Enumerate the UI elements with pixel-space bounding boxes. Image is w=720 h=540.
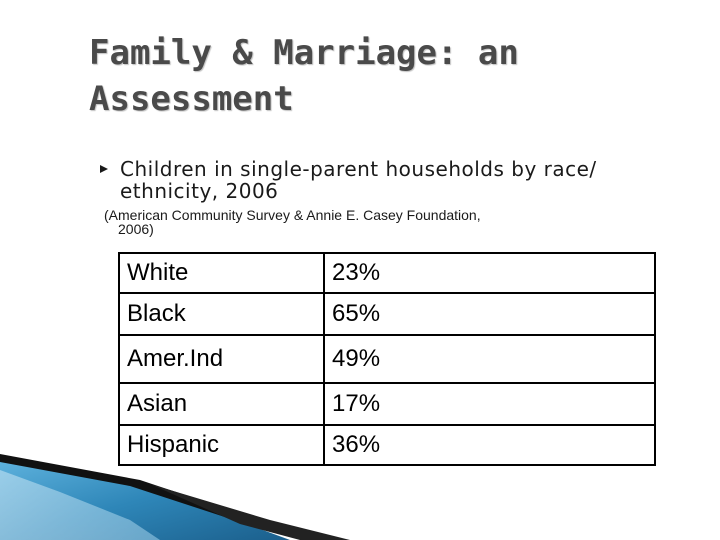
decorative-wave-graphic: [0, 454, 350, 540]
source-citation: (American Community Survey & Annie E. Ca…: [104, 208, 584, 236]
table-cell-group: Black: [119, 292, 324, 335]
table-cell-value: 17%: [323, 382, 655, 425]
slide-title: Family & Marriage: an Assessment: [89, 33, 519, 119]
table-cell-group: Amer.Ind: [119, 334, 324, 383]
table-cell-value: 65%: [323, 292, 655, 335]
data-table: White 23% Black 65% Amer.Ind 49% Asian 1…: [118, 252, 656, 466]
table-cell-group: White: [127, 259, 189, 286]
table-cell-value: 49%: [323, 334, 655, 383]
table-cell-value: 36%: [323, 424, 655, 465]
table-cell-group: Hispanic: [119, 424, 324, 465]
bullet-text: Children in single-parent households by …: [120, 157, 597, 203]
table-row: Asian 17%: [119, 382, 655, 425]
table-row: Amer.Ind 49%: [119, 334, 655, 383]
source-line-1: (American Community Survey & Annie E. Ca…: [104, 207, 481, 223]
table-row: Hispanic 36%: [119, 424, 655, 465]
table-cell-group: Asian: [119, 382, 324, 425]
source-line-2: 2006): [118, 221, 154, 237]
table-cell-value: 23%: [323, 253, 655, 293]
bullet-arrow-icon: [100, 165, 108, 173]
table-row: Black 65%: [119, 292, 655, 335]
table-row: White 23%: [119, 253, 655, 293]
